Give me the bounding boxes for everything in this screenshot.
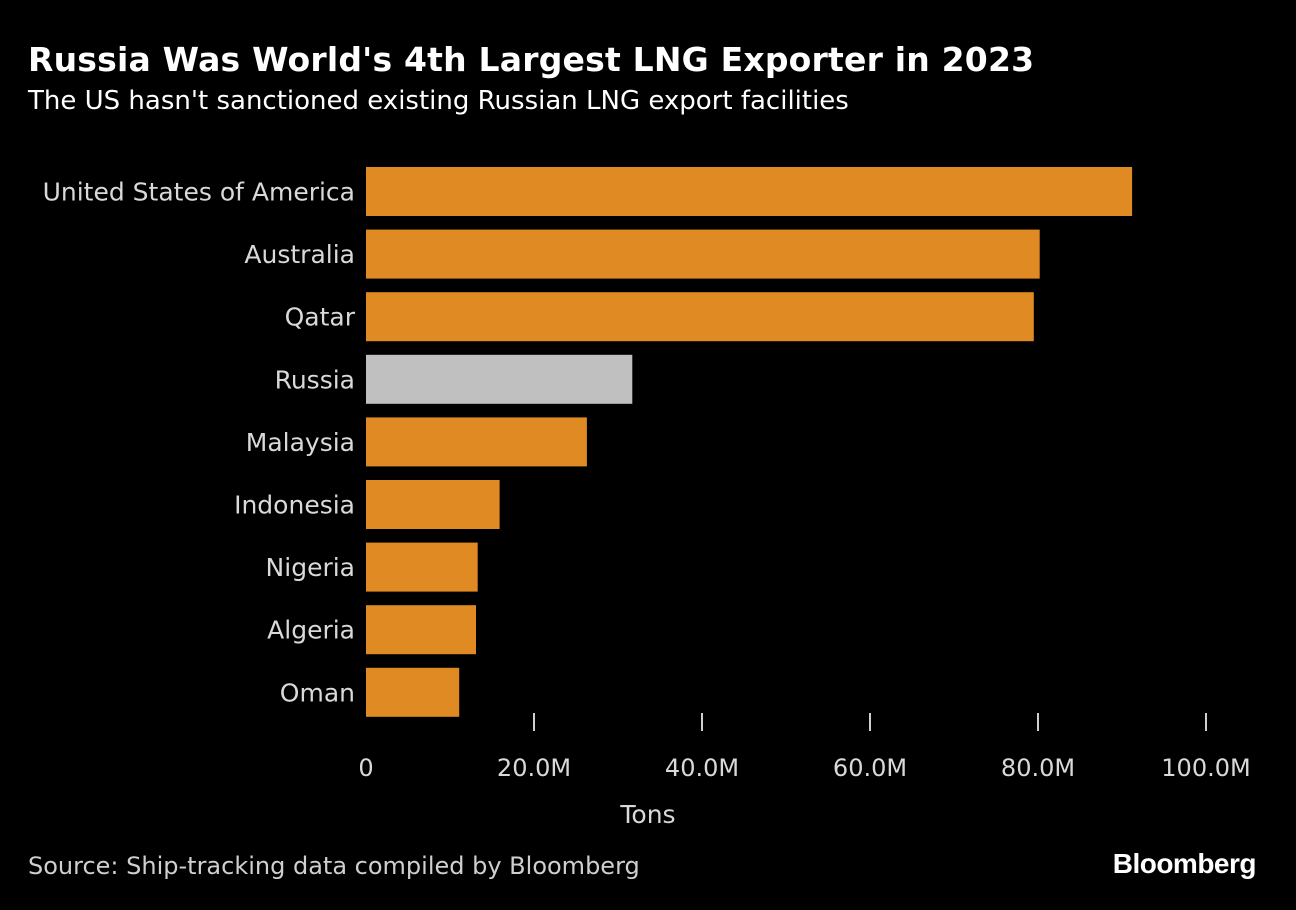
x-axis-label: Tons (619, 800, 675, 829)
category-label: Australia (244, 240, 355, 269)
bar-nigeria (366, 542, 478, 592)
category-label: Algeria (267, 616, 355, 645)
x-tick-label: 0 (358, 754, 373, 782)
bar-russia (366, 354, 633, 404)
category-label: United States of America (43, 178, 355, 207)
x-tick-label: 40.0M (665, 754, 739, 782)
bloomberg-logo: Bloomberg (1112, 848, 1257, 879)
bar-united-states-of-america (366, 167, 1133, 216)
category-label: Indonesia (234, 491, 355, 520)
category-label: Russia (275, 365, 355, 394)
bar-australia (366, 229, 1040, 279)
bar-malaysia (366, 417, 587, 467)
category-label: Nigeria (266, 553, 355, 582)
bar-indonesia (366, 480, 500, 529)
source-note: Source: Ship-tracking data compiled by B… (28, 852, 640, 880)
category-label: Oman (280, 678, 355, 707)
bar-algeria (366, 605, 476, 655)
bar-qatar (366, 292, 1034, 342)
category-label: Malaysia (246, 428, 355, 457)
x-tick-label: 100.0M (1161, 754, 1250, 782)
x-tick-label: 80.0M (1001, 754, 1075, 782)
bar-oman (366, 667, 460, 717)
category-label: Qatar (285, 303, 356, 332)
x-tick-label: 20.0M (497, 754, 571, 782)
chart-title: Russia Was World's 4th Largest LNG Expor… (28, 40, 1035, 79)
chart-subtitle: The US hasn't sanctioned existing Russia… (28, 86, 849, 116)
x-tick-label: 60.0M (833, 754, 907, 782)
